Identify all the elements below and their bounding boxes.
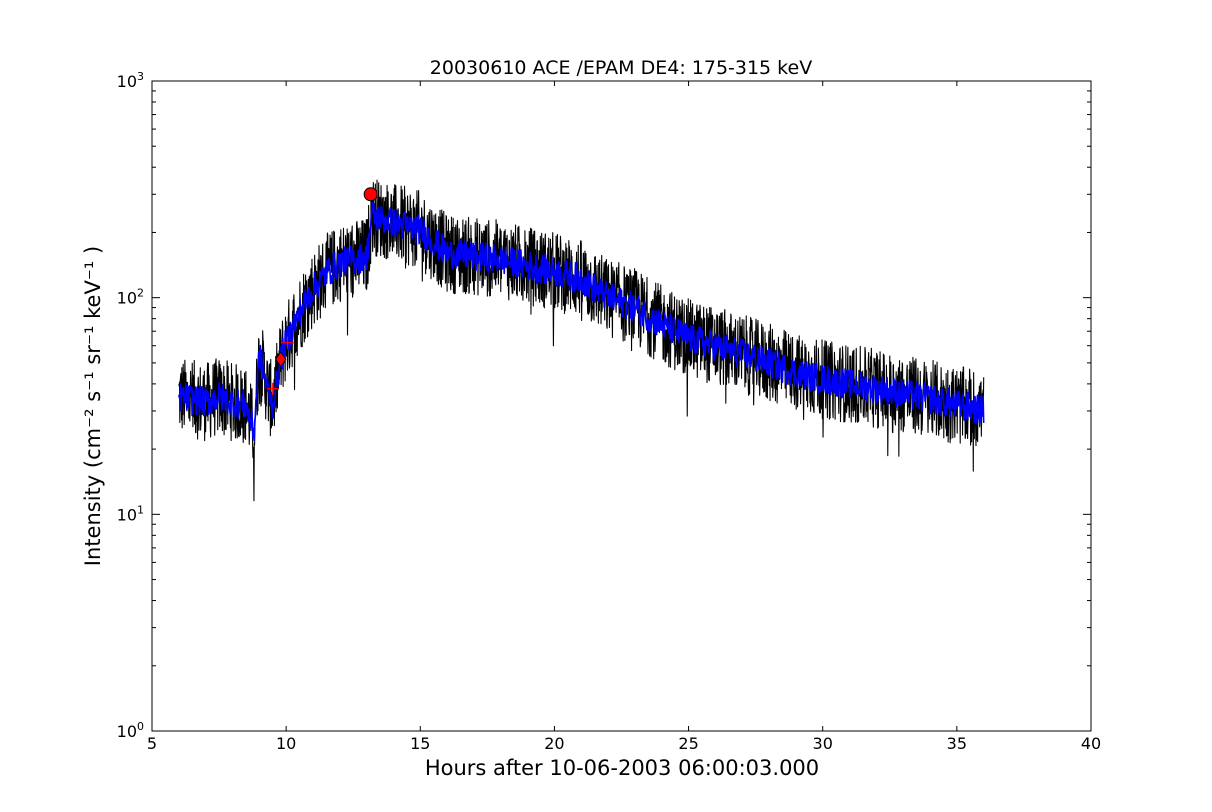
y-tick-label: 102 <box>117 287 144 308</box>
marker-layer <box>266 187 378 395</box>
axes-frame <box>151 80 1092 732</box>
y-tick-label-base: 10 <box>117 289 137 308</box>
x-axis: 5 10 15 20 25 30 35 40 <box>147 81 1101 753</box>
x-tick-label: 15 <box>410 734 430 753</box>
x-axis-label: Hours after 10-06-2003 06:00:03.000 <box>425 756 819 780</box>
y-tick-label-exponent: 1 <box>137 503 144 516</box>
x-tick-label: 40 <box>1081 734 1101 753</box>
x-tick-label: 5 <box>147 734 157 753</box>
series-line-smoothed <box>178 201 985 442</box>
peak-marker <box>363 187 378 202</box>
y-tick-label-exponent: 3 <box>137 70 144 83</box>
x-tick-label: 20 <box>544 734 564 753</box>
onset-marker <box>275 351 287 367</box>
chart-title: 20030610 ACE /EPAM DE4: 175-315 keV <box>430 57 812 79</box>
y-tick-label-exponent: 0 <box>137 720 144 733</box>
y-tick-label-base: 10 <box>117 505 137 524</box>
y-tick-label-exponent: 2 <box>137 287 144 300</box>
x-tick-label: 25 <box>678 734 698 753</box>
y-tick-label: 103 <box>117 70 144 91</box>
x-tick-label: 35 <box>947 734 967 753</box>
y-tick-label-base: 10 <box>117 72 137 91</box>
y-axis-label: Intensity (cm⁻² s⁻¹ sr⁻¹ keV⁻¹ ) <box>81 246 105 566</box>
series-layer <box>178 179 985 502</box>
y-tick-label-base: 10 <box>117 722 137 741</box>
plus-marker <box>281 336 294 349</box>
x-tick-label: 30 <box>813 734 833 753</box>
plus-marker <box>266 382 279 395</box>
y-tick-label: 100 <box>117 720 144 741</box>
x-tick-label: 10 <box>276 734 296 753</box>
y-tick-label: 101 <box>117 503 144 524</box>
